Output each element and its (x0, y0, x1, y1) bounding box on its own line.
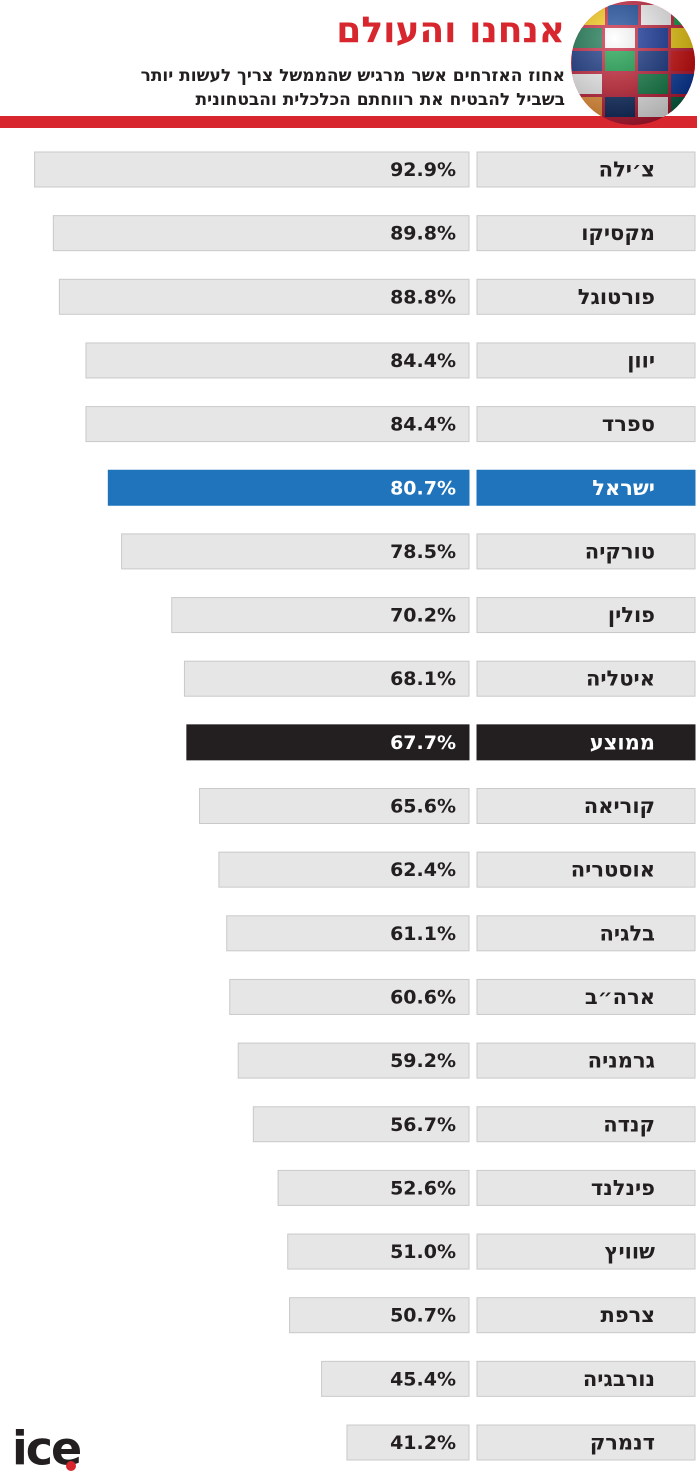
logo-dot (66, 1461, 76, 1471)
value-label: 84.4% (390, 414, 456, 436)
bar (85, 342, 470, 379)
category-label: פולין (608, 603, 655, 627)
category-label: גרמניה (588, 1049, 655, 1073)
bar (287, 1233, 470, 1270)
bar (107, 469, 470, 506)
bar (183, 660, 470, 697)
bar (34, 151, 470, 188)
category-label: ארה״ב (585, 985, 655, 1009)
category-label: פורטוגל (578, 285, 655, 309)
bar (252, 1106, 470, 1143)
header-rule (0, 116, 697, 128)
bar (321, 1360, 470, 1397)
subtitle: אחוז האזרחים אשר מרגיש שהממשל צריך לעשות… (141, 66, 565, 86)
chart-title: אנחנו והעולם (336, 10, 565, 51)
value-label: 60.6% (390, 986, 456, 1008)
category-label: דנמרק (590, 1431, 655, 1455)
value-label: 50.7% (390, 1305, 456, 1327)
category-label: יוון (627, 348, 655, 372)
value-label: 89.8% (390, 223, 456, 245)
category-label: בלגיה (599, 921, 655, 945)
subtitle: בשביל להבטיח את רווחתם הכלכלית והבטחונית (196, 90, 565, 110)
category-box (476, 788, 696, 824)
category-label: איטליה (586, 667, 655, 691)
category-box (476, 469, 696, 506)
category-label: מקסיקו (581, 221, 655, 245)
value-label: 92.9% (390, 159, 456, 181)
category-label: ממוצע (590, 730, 655, 754)
category-label: קנדה (603, 1112, 655, 1136)
category-box (476, 660, 696, 697)
bar (289, 1297, 470, 1334)
value-label: 65.6% (390, 796, 456, 818)
category-label: צרפת (600, 1303, 655, 1327)
category-box (476, 597, 696, 634)
category-label: טורקיה (585, 539, 655, 563)
value-label: 59.2% (390, 1050, 456, 1072)
bar (171, 597, 470, 634)
value-label: 84.4% (390, 350, 456, 372)
value-label: 67.7% (390, 732, 456, 754)
bar (226, 915, 470, 952)
globe (571, 1, 695, 125)
value-label: 45.4% (390, 1368, 456, 1390)
category-label: פינלנד (591, 1176, 655, 1200)
category-box (476, 278, 696, 315)
category-box (476, 1297, 696, 1334)
bar (52, 215, 470, 252)
bar (277, 1169, 470, 1206)
category-label: אוסטריה (571, 858, 655, 882)
category-box (476, 342, 696, 379)
value-label: 41.2% (390, 1432, 456, 1454)
category-box (476, 1233, 696, 1270)
bar (121, 533, 470, 570)
value-label: 61.1% (390, 923, 456, 945)
value-label: 80.7% (390, 477, 456, 499)
category-label: צ׳ילה (599, 158, 655, 182)
value-label: 62.4% (390, 859, 456, 881)
bar (237, 1042, 470, 1079)
category-box (476, 1360, 696, 1397)
value-label: 70.2% (390, 605, 456, 627)
bar (186, 724, 470, 761)
category-box (476, 1106, 696, 1143)
category-box (476, 215, 696, 252)
value-label: 78.5% (390, 541, 456, 563)
category-label: ישראל (592, 476, 655, 500)
bar (218, 851, 470, 888)
category-label: נורבגיה (583, 1367, 655, 1391)
category-box (476, 724, 696, 761)
category-label: ספרד (602, 412, 655, 436)
value-label: 52.6% (390, 1177, 456, 1199)
bar (85, 406, 470, 443)
bar (199, 788, 470, 824)
category-box (476, 1169, 696, 1206)
category-box (476, 915, 696, 952)
category-box (476, 1424, 696, 1461)
category-label: קוריאה (584, 794, 655, 818)
category-box (476, 978, 696, 1015)
category-box (476, 533, 696, 570)
bar (229, 978, 470, 1015)
value-label: 51.0% (390, 1241, 456, 1263)
value-label: 88.8% (390, 286, 456, 308)
value-label: 56.7% (390, 1114, 456, 1136)
bar (58, 278, 470, 315)
bar (346, 1424, 470, 1461)
value-label: 68.1% (390, 668, 456, 690)
category-box (476, 151, 696, 188)
category-box (476, 1042, 696, 1079)
category-label: שוויץ (605, 1240, 655, 1264)
category-box (476, 406, 696, 443)
category-box (476, 851, 696, 888)
